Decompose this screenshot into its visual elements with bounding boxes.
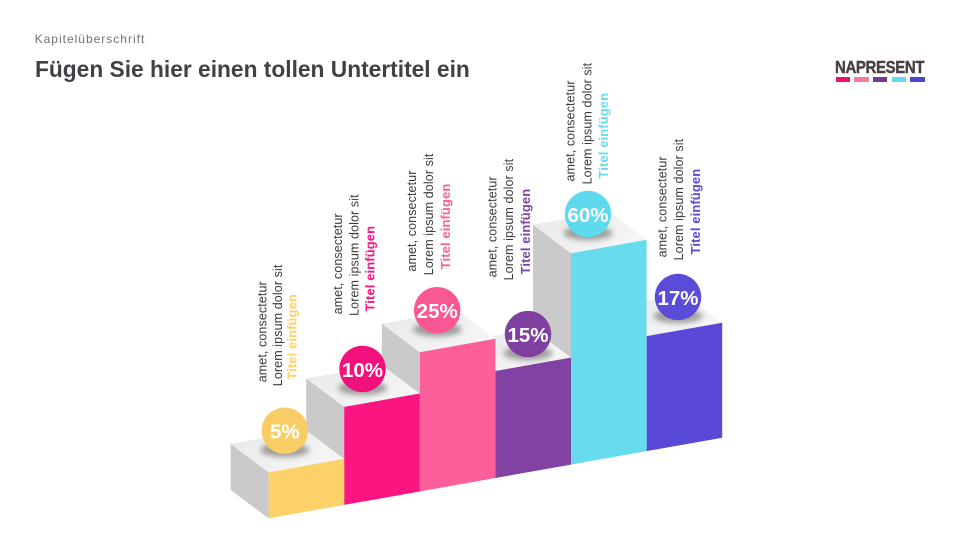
svg-text:Titel einfügen: Titel einfügen (438, 184, 453, 270)
svg-text:Lorem ipsum dolor sit: Lorem ipsum dolor sit (422, 153, 436, 275)
svg-text:amet, consectetur: amet, consectetur (331, 213, 345, 314)
svg-text:amet, consectetur: amet, consectetur (256, 281, 270, 382)
svg-text:15%: 15% (507, 324, 548, 347)
svg-text:Lorem ipsum dolor sit: Lorem ipsum dolor sit (271, 264, 285, 386)
svg-text:Titel einfügen: Titel einfügen (518, 189, 533, 275)
svg-text:Lorem ipsum dolor sit: Lorem ipsum dolor sit (347, 194, 361, 316)
svg-text:amet, consectetur: amet, consectetur (486, 176, 500, 277)
svg-text:Lorem ipsum dolor sit: Lorem ipsum dolor sit (502, 158, 516, 280)
svg-text:amet, consectetur: amet, consectetur (405, 171, 419, 272)
svg-text:Titel einfügen: Titel einfügen (363, 226, 378, 312)
svg-text:Lorem ipsum dolor sit: Lorem ipsum dolor sit (580, 62, 594, 184)
svg-text:Titel einfügen: Titel einfügen (688, 169, 703, 255)
svg-text:60%: 60% (567, 204, 608, 227)
svg-text:Lorem ipsum dolor sit: Lorem ipsum dolor sit (672, 138, 686, 260)
svg-text:amet, consectetur: amet, consectetur (564, 80, 578, 181)
svg-text:10%: 10% (342, 359, 383, 382)
svg-text:5%: 5% (270, 421, 300, 444)
svg-text:Titel einfügen: Titel einfügen (285, 294, 300, 380)
svg-text:amet, consectetur: amet, consectetur (655, 156, 669, 257)
svg-text:Titel einfügen: Titel einfügen (596, 93, 611, 179)
svg-text:25%: 25% (417, 300, 458, 323)
svg-text:17%: 17% (657, 287, 698, 310)
